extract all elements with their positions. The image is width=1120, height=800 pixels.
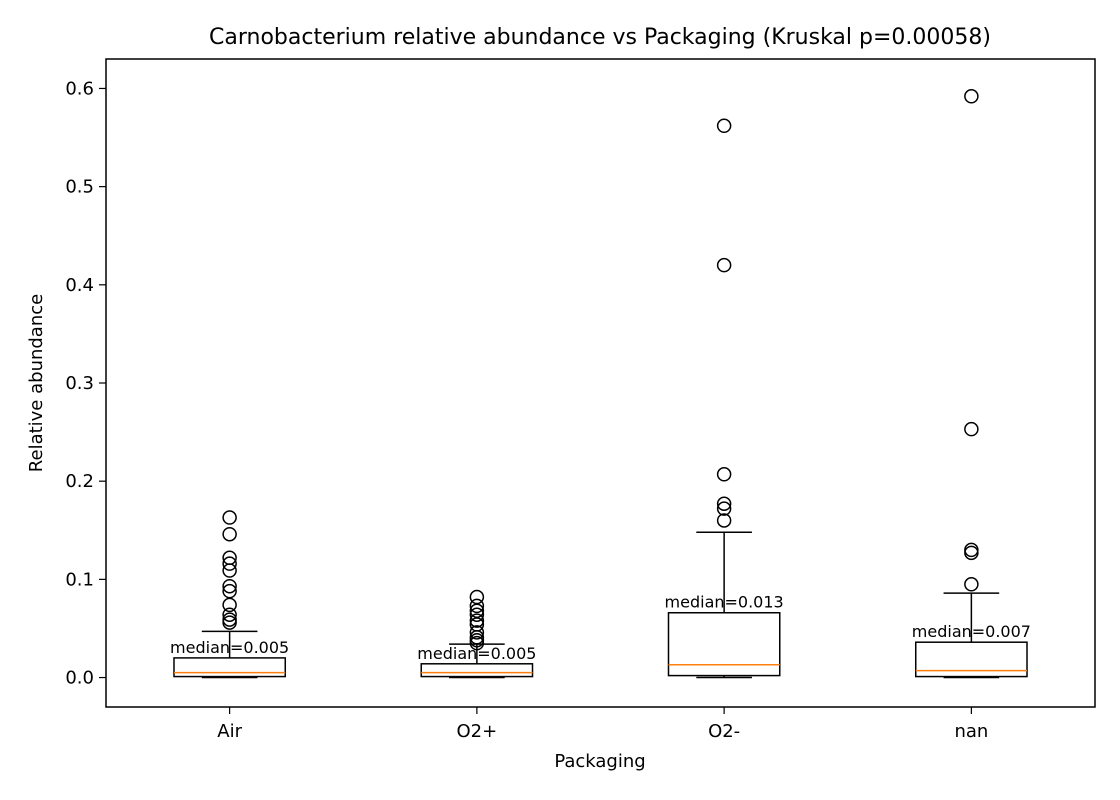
y-tick-label: 0.5 xyxy=(65,177,94,198)
outlier-point xyxy=(222,615,237,630)
outlier-point xyxy=(469,625,485,640)
y-tick-label: 0.4 xyxy=(65,275,94,296)
box-iqr xyxy=(914,641,1028,678)
outlier-point xyxy=(222,563,237,578)
outlier-point xyxy=(469,607,485,622)
median-annotation: median=0.007 xyxy=(912,622,1031,641)
plot-frame xyxy=(105,58,1096,708)
box-group-nan: median=0.007 xyxy=(912,89,1031,679)
outlier-point xyxy=(469,635,485,651)
outlier-point xyxy=(964,577,979,592)
median-annotation: median=0.005 xyxy=(417,644,536,663)
outlier-point xyxy=(222,556,237,571)
y-tick-label: 0.1 xyxy=(65,569,94,590)
outlier-point xyxy=(716,513,732,528)
y-tick-label: 0.2 xyxy=(65,471,94,492)
median-annotation: median=0.013 xyxy=(665,593,784,612)
box-group-o2-: median=0.005 xyxy=(417,589,536,679)
outlier-point xyxy=(222,510,237,525)
box-series: median=0.005 median=0.005 median=0.013 medi… xyxy=(170,89,1031,679)
x-tick-label: Air xyxy=(217,721,242,742)
outlier-point xyxy=(964,89,979,104)
outlier-point xyxy=(222,578,237,594)
x-axis: Air O2+ O2- nan xyxy=(217,707,988,742)
outlier-point xyxy=(469,598,485,614)
x-tick-label: O2+ xyxy=(457,721,498,742)
outlier-point xyxy=(964,545,979,561)
outlier-point xyxy=(716,257,732,273)
outlier-point xyxy=(469,613,485,628)
box-iqr xyxy=(420,663,534,678)
box-iqr xyxy=(173,657,287,678)
y-tick-label: 0.0 xyxy=(65,668,94,689)
box-group-air: median=0.005 xyxy=(170,510,289,679)
y-axis-label: Relative abundance xyxy=(26,294,47,472)
x-axis-label: Packaging xyxy=(554,751,645,772)
box-iqr xyxy=(667,611,781,677)
median-annotation: median=0.005 xyxy=(170,638,289,657)
outlier-point xyxy=(222,597,237,613)
box-group-o2-: median=0.013 xyxy=(665,118,784,679)
outlier-point xyxy=(222,526,237,542)
x-tick-label: O2- xyxy=(708,721,740,742)
outlier-point xyxy=(716,496,732,512)
outlier-point xyxy=(964,542,979,558)
outlier-point xyxy=(716,501,732,516)
y-axis: 0.0 0.1 0.2 0.3 0.4 0.5 0.6 xyxy=(65,78,106,689)
y-tick-label: 0.6 xyxy=(65,78,94,99)
outlier-point xyxy=(964,421,979,437)
x-tick-label: nan xyxy=(954,721,988,742)
y-tick-label: 0.3 xyxy=(65,373,94,394)
outlier-point xyxy=(716,118,732,134)
chart-title: Carnobacterium relative abundance vs Pac… xyxy=(209,25,991,50)
outlier-point xyxy=(222,607,237,622)
outlier-point xyxy=(716,467,732,482)
